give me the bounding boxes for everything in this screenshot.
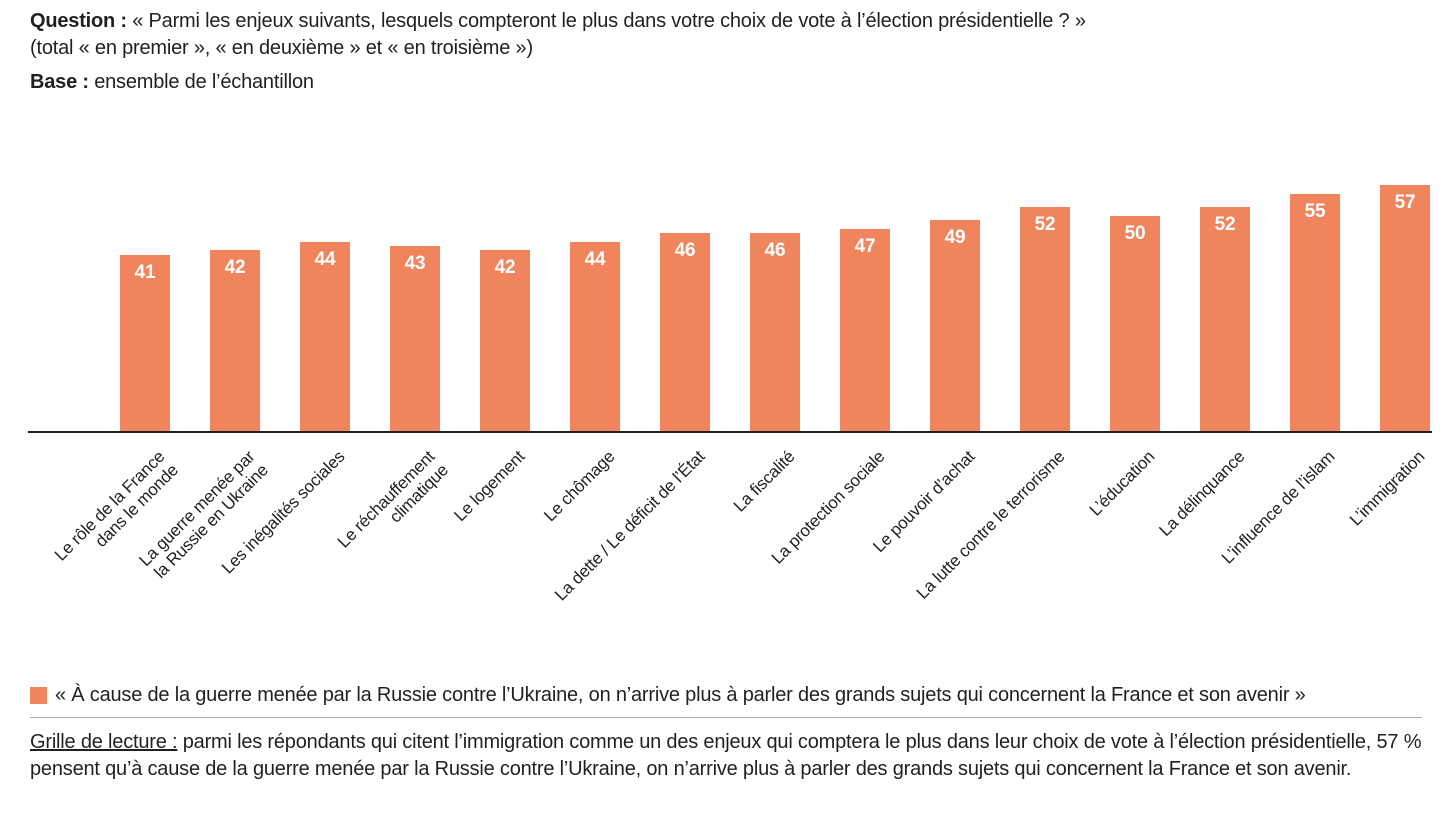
bar-value-label: 46 — [764, 240, 786, 261]
x-axis-line — [28, 431, 1432, 433]
bar-value-label: 43 — [404, 253, 426, 274]
category-labels: Le rôle de la France dans le monde La gue… — [51, 443, 1450, 673]
bar-slot: 49 — [910, 220, 1000, 433]
bar-slot: 41 — [100, 255, 190, 433]
bar-value-label: 55 — [1304, 201, 1326, 222]
reading-note-lead: Grille de lecture : — [30, 731, 178, 753]
bar-value-label: 47 — [854, 236, 876, 257]
bar-slot: 50 — [1090, 216, 1180, 433]
legend-label: « À cause de la guerre menée par la Russ… — [55, 684, 1306, 706]
bar-slot: 44 — [550, 242, 640, 433]
bar-value-label: 41 — [134, 262, 156, 283]
bar-1: 41 — [120, 255, 170, 433]
bar-slot: 46 — [730, 233, 820, 433]
bar-value-label: 52 — [1034, 214, 1056, 235]
bar-slot: 52 — [1000, 207, 1090, 433]
bar-slot: 44 — [280, 242, 370, 433]
question-line: Question : « Parmi les enjeux suivants, … — [30, 8, 1430, 35]
question-note: (total « en premier », « en deuxième » e… — [30, 37, 533, 59]
legend: « À cause de la guerre menée par la Russ… — [30, 684, 1306, 707]
bar-value-label: 44 — [314, 249, 336, 270]
question-header: Question : « Parmi les enjeux suivants, … — [30, 8, 1430, 96]
bar-8: 46 — [750, 233, 800, 433]
bar-slot: 42 — [460, 250, 550, 433]
bar-value-label: 57 — [1394, 192, 1416, 213]
legend-swatch-icon — [30, 687, 47, 704]
reading-note: Grille de lecture : parmi les répondants… — [30, 729, 1430, 783]
bar-12: 50 — [1110, 216, 1160, 433]
bars-container: 41 42 44 43 42 44 46 46 47 49 52 50 52 55 57 — [100, 160, 1450, 433]
bar-value-label: 42 — [224, 257, 246, 278]
base-label: Base : — [30, 71, 89, 93]
bar-9: 47 — [840, 229, 890, 433]
bar-value-label: 50 — [1124, 223, 1146, 244]
bar-15: 57 — [1380, 185, 1430, 433]
bar-6: 44 — [570, 242, 620, 433]
bar-10: 49 — [930, 220, 980, 433]
bar-slot: 55 — [1270, 194, 1360, 433]
bar-3: 44 — [300, 242, 350, 433]
bar-chart-plot-area: 41 42 44 43 42 44 46 46 47 49 52 50 52 55 57 — [0, 160, 1451, 433]
base-line: Base : ensemble de l’échantillon — [30, 69, 1430, 96]
bar-value-label: 49 — [944, 227, 966, 248]
bar-5: 42 — [480, 250, 530, 433]
bar-slot: 47 — [820, 229, 910, 433]
reading-note-text: parmi les répondants qui citent l’immigr… — [30, 731, 1422, 780]
bar-4: 43 — [390, 246, 440, 433]
bar-slot: 46 — [640, 233, 730, 433]
bar-14: 55 — [1290, 194, 1340, 433]
bar-13: 52 — [1200, 207, 1250, 433]
question-text: « Parmi les enjeux suivants, lesquels co… — [132, 10, 1086, 32]
bar-slot: 52 — [1180, 207, 1270, 433]
bar-value-label: 44 — [584, 249, 606, 270]
question-label: Question : — [30, 10, 127, 32]
bar-slot: 43 — [370, 246, 460, 433]
bar-value-label: 42 — [494, 257, 516, 278]
base-text: ensemble de l’échantillon — [94, 71, 314, 93]
bar-2: 42 — [210, 250, 260, 433]
bar-value-label: 46 — [674, 240, 696, 261]
bar-7: 46 — [660, 233, 710, 433]
bar-value-label: 52 — [1214, 214, 1236, 235]
bar-slot: 42 — [190, 250, 280, 433]
divider-line — [30, 717, 1422, 718]
bar-slot: 57 — [1360, 185, 1450, 433]
bar-11: 52 — [1020, 207, 1070, 433]
